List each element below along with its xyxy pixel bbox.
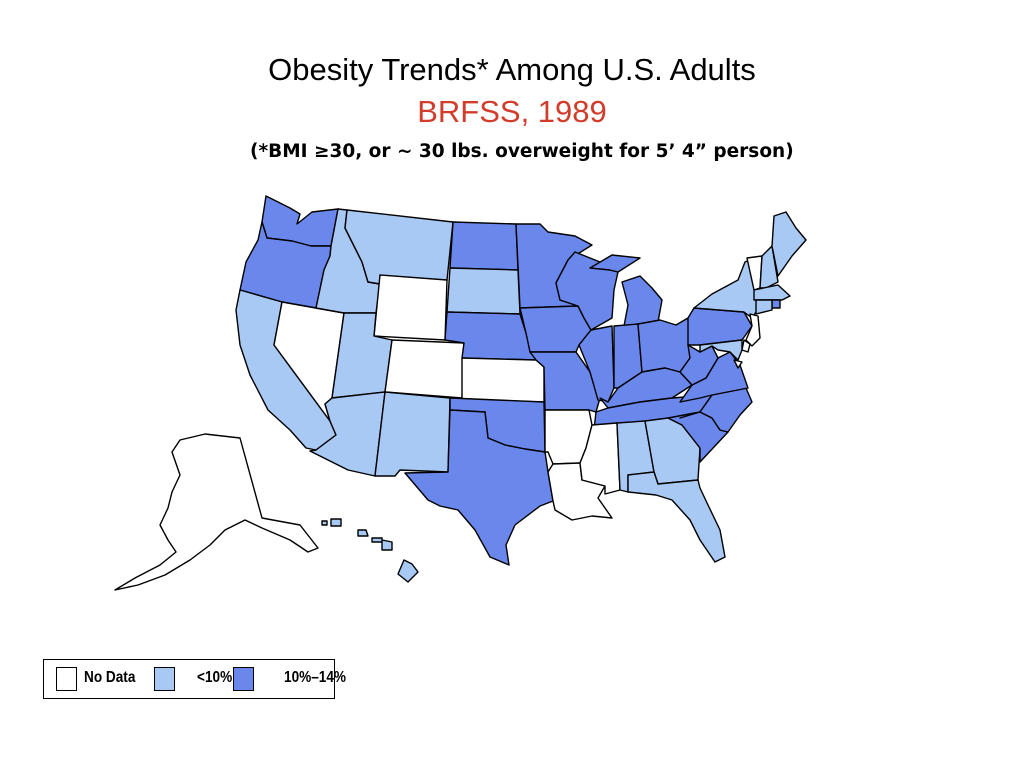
state-CT [755,299,773,315]
legend-label-low: <10% [197,669,233,686]
legend-swatch-mid [233,667,254,691]
state-FL [627,471,726,563]
state-WY [373,274,448,341]
state-MO [529,351,601,413]
state-HI-oahu [357,529,369,537]
state-CO [384,339,465,399]
state-OH [637,317,691,373]
state-NC [679,387,753,433]
state-MA [753,284,791,301]
map-title: Obesity Trends* Among U.S. Adults [268,52,756,87]
state-HI-kauai [330,518,342,527]
state-DC [733,359,743,369]
state-ND [449,221,519,271]
map-legend: No Data <10% 10%–14% [43,659,346,699]
state-NJ [745,313,761,347]
state-TX [404,409,554,566]
state-MD [699,339,743,361]
legend-swatch-low [154,667,175,691]
bmi-footnote: (*BMI ≥30, or ~ 30 lbs. overweight for 5… [250,141,794,162]
state-AK [114,433,319,591]
state-HI-molokai [371,537,383,543]
state-MI [589,254,663,327]
map-subtitle: BRFSS, 1989 [417,94,607,129]
state-NM [374,391,451,477]
legend-label-mid: 10%–14% [284,669,347,686]
hawaii-islands [321,518,419,583]
state-KS [461,357,545,403]
state-HI-hawaii [397,559,419,583]
state-MT [344,209,454,285]
state-HI-niihau [321,520,328,526]
legend-label-no-data: No Data [84,669,136,686]
state-SD [446,267,521,315]
legend-swatch-no-data [56,667,77,691]
state-ME [771,211,807,277]
state-HI-maui [381,539,393,551]
state-RI [771,299,781,309]
